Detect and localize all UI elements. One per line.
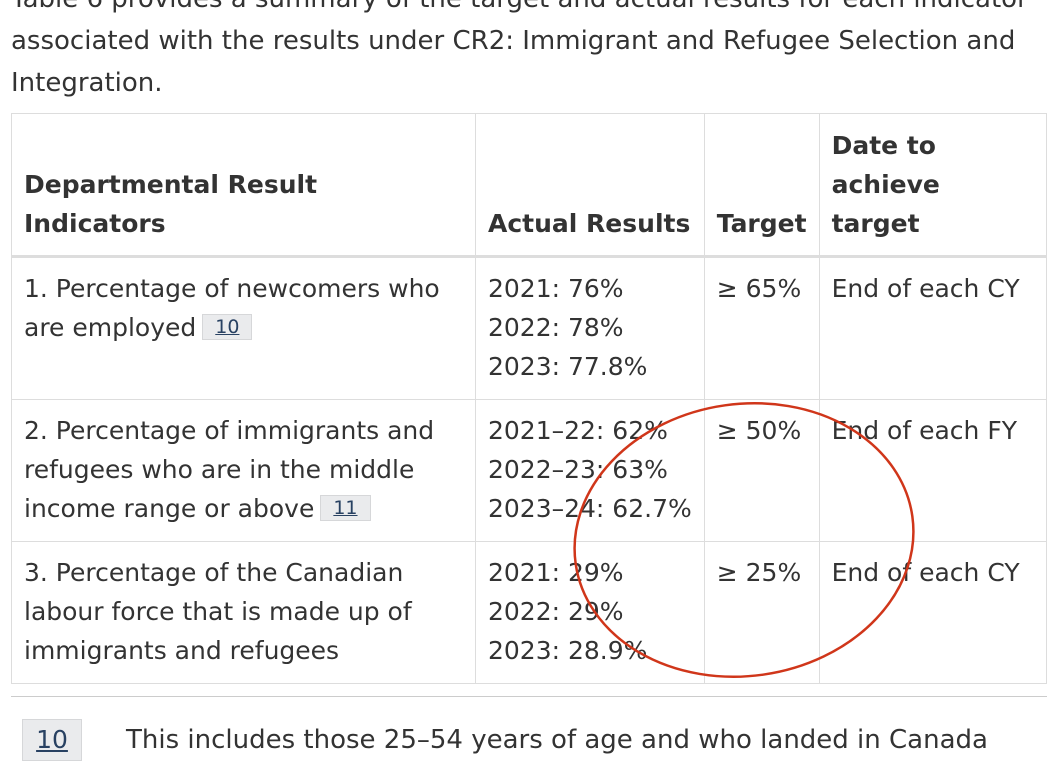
footnote-item: 10 This includes those 25–54 years of ag… xyxy=(22,719,988,761)
table-row: 2. Percentage of immigrants and refugees… xyxy=(11,399,1048,542)
indicator-cell: 1. Percentage of newcomers who are emplo… xyxy=(11,256,476,400)
target-cell: ≥ 65% xyxy=(703,256,820,400)
indicator-cell: 2. Percentage of immigrants and refugees… xyxy=(11,399,476,542)
indicator-text: 3. Percentage of the Canadian labour for… xyxy=(24,558,412,665)
actual-result-line: 2023–24: 62.7% xyxy=(488,494,692,523)
footnote-ref-11[interactable]: 11 xyxy=(320,495,371,521)
indicator-cell: 3. Percentage of the Canadian labour for… xyxy=(11,541,476,684)
date-cell: End of each CY xyxy=(818,256,1048,400)
date-cell: End of each CY xyxy=(818,541,1048,684)
actual-result-line: 2023: 28.9% xyxy=(488,636,648,665)
actual-result-line: 2021–22: 62% xyxy=(488,416,668,445)
header-target: Target xyxy=(703,113,820,258)
table-row: 3. Percentage of the Canadian labour for… xyxy=(11,541,1048,684)
header-indicators: Departmental Result Indicators xyxy=(11,113,476,258)
actual-results-cell: 2021: 29% 2022: 29% 2023: 28.9% xyxy=(475,541,705,684)
actual-result-line: 2023: 77.8% xyxy=(488,352,648,381)
header-date: Date to achieve target xyxy=(818,113,1048,258)
results-table: Departmental Result Indicators Actual Re… xyxy=(11,113,1048,684)
date-cell: End of each FY xyxy=(818,399,1048,542)
footnote-ref-10[interactable]: 10 xyxy=(202,314,253,340)
header-actual-results: Actual Results xyxy=(475,113,705,258)
table-row: 1. Percentage of newcomers who are emplo… xyxy=(11,256,1048,400)
actual-result-line: 2021: 76% xyxy=(488,274,624,303)
indicator-text: 2. Percentage of immigrants and refugees… xyxy=(24,416,435,523)
actual-result-line: 2022: 78% xyxy=(488,313,624,342)
actual-result-line: 2022–23: 63% xyxy=(488,455,668,484)
footnote-number-link[interactable]: 10 xyxy=(22,719,82,761)
target-cell: ≥ 25% xyxy=(703,541,820,684)
intro-paragraph: Table 6 provides a summary of the target… xyxy=(11,0,1028,98)
target-cell: ≥ 50% xyxy=(703,399,820,542)
actual-results-cell: 2021–22: 62% 2022–23: 63% 2023–24: 62.7% xyxy=(475,399,705,542)
table-header-row: Departmental Result Indicators Actual Re… xyxy=(11,113,1048,258)
footnotes-divider xyxy=(11,696,1047,697)
footnote-text: This includes those 25–54 years of age a… xyxy=(126,725,988,755)
actual-result-line: 2021: 29% xyxy=(488,558,624,587)
actual-result-line: 2022: 29% xyxy=(488,597,624,626)
indicator-text: 1. Percentage of newcomers who are emplo… xyxy=(24,274,440,342)
actual-results-cell: 2021: 76% 2022: 78% 2023: 77.8% xyxy=(475,256,705,400)
